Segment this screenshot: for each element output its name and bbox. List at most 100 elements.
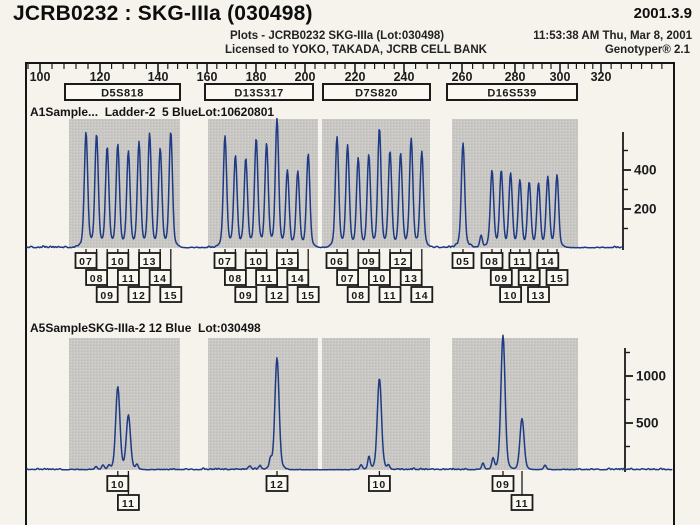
x-tick-label: 100 <box>30 70 51 84</box>
allele-box <box>336 269 360 286</box>
allele-box <box>85 269 108 286</box>
allele-label: 08 <box>90 273 104 285</box>
allele-box <box>367 269 391 286</box>
marker-shade-panel <box>452 338 578 470</box>
plot-frame <box>25 62 675 525</box>
y-tick-label: 400 <box>634 163 657 178</box>
y-tick-label: 200 <box>634 202 657 217</box>
allele-label: 11 <box>513 256 526 268</box>
allele-label: 07 <box>341 273 355 285</box>
sample-label-ladder: A1Sample... Ladder-2 5 Blue <box>30 105 199 119</box>
allele-label: 15 <box>301 290 315 302</box>
marker-boxes: D5S818 D13S317 D7S820 D16S539 <box>64 83 578 101</box>
allele-label: 13 <box>532 290 546 302</box>
allele-box <box>95 286 119 303</box>
allele-box <box>117 269 140 286</box>
allele-box <box>451 252 475 269</box>
allele-label: 09 <box>496 479 510 491</box>
allele-box <box>399 269 423 286</box>
allele-label: 12 <box>394 256 408 268</box>
allele-box <box>389 252 413 269</box>
marker-box <box>446 83 578 101</box>
allele-label: 11 <box>515 498 528 510</box>
allele-box <box>536 252 560 269</box>
allele-label: 07 <box>218 256 232 268</box>
marker-name: D5S818 <box>101 88 144 100</box>
trace-row: 200 400 07 08 09 10 11 12 13 14 15 07 08 09 10 11 12 13 14… <box>26 117 657 303</box>
allele-box <box>499 286 523 303</box>
allele-box <box>223 269 247 286</box>
lot-label-ladder: Lot:10620801 <box>198 105 275 119</box>
allele-label: 14 <box>541 256 555 268</box>
allele-label: 12 <box>132 290 146 302</box>
allele-label: 09 <box>239 290 253 302</box>
allele-label: 09 <box>362 256 376 268</box>
marker-box <box>204 83 314 101</box>
allele-box <box>213 252 237 269</box>
allele-label: 09 <box>494 273 508 285</box>
y-tick-label: 1000 <box>636 369 666 384</box>
allele-label: 14 <box>291 273 305 285</box>
allele-label: 08 <box>351 290 365 302</box>
allele-box <box>508 252 532 269</box>
allele-box <box>127 286 151 303</box>
allele-box <box>148 269 172 286</box>
x-ruler: 100 120 140 160 180 200 220 240 260 280 300 320 <box>27 64 663 84</box>
allele-label: 08 <box>229 273 243 285</box>
allele-box <box>265 286 289 303</box>
timestamp: 11:53:38 AM Thu, Mar 8, 2001 <box>533 30 692 42</box>
allele-label: 05 <box>456 256 470 268</box>
allele-label: 15 <box>164 290 178 302</box>
x-tick-label: 300 <box>550 70 571 84</box>
marker-box <box>322 83 431 101</box>
allele-box <box>106 252 130 269</box>
marker-shade-panel <box>452 119 578 248</box>
allele-box <box>357 252 381 269</box>
allele-box <box>489 269 513 286</box>
allele-box <box>74 252 98 269</box>
allele-label: 11 <box>260 273 273 285</box>
trace-path <box>26 334 673 471</box>
allele-label: 13 <box>281 256 295 268</box>
allele-box <box>296 286 320 303</box>
x-tick-label: 200 <box>295 70 316 84</box>
allele-label: 08 <box>485 256 499 268</box>
y-tick-label: 500 <box>636 416 659 431</box>
marker-shade-panel <box>69 338 180 470</box>
x-tick-label: 180 <box>246 70 267 84</box>
allele-box <box>159 286 183 303</box>
allele-label: 13 <box>143 256 157 268</box>
lot-label-skg-iiia: Lot:030498 <box>198 321 261 335</box>
allele-label: 14 <box>153 273 167 285</box>
allele-box <box>517 269 541 286</box>
allele-box <box>367 475 391 492</box>
allele-label: 12 <box>270 290 284 302</box>
allele-box <box>346 286 370 303</box>
x-tick-label: 140 <box>148 70 169 84</box>
allele-box <box>244 252 268 269</box>
page-title: JCRB0232 : SKG-IIIa (030498) <box>13 2 313 25</box>
allele-label: 10 <box>111 256 125 268</box>
y-axis: 200 400 <box>622 132 657 250</box>
x-tick-label: 260 <box>452 70 473 84</box>
allele-label: 10 <box>249 256 263 268</box>
allele-label: 11 <box>122 273 135 285</box>
allele-box <box>325 252 349 269</box>
license-line: Licensed to YOKO, TAKADA, JCRB CELL BANK <box>225 44 487 56</box>
x-tick-label: 120 <box>90 70 111 84</box>
marker-name: D7S820 <box>355 88 398 100</box>
allele-box <box>138 252 162 269</box>
allele-box <box>265 475 289 492</box>
allele-label: 10 <box>504 290 518 302</box>
allele-label: 10 <box>111 479 125 491</box>
allele-box <box>378 286 402 303</box>
allele-label: 14 <box>415 290 429 302</box>
allele-box <box>286 269 310 286</box>
allele-box <box>510 494 534 511</box>
allele-box <box>106 475 130 492</box>
allele-label: 12 <box>522 273 536 285</box>
trace-path <box>26 117 623 249</box>
allele-label: 15 <box>550 273 564 285</box>
